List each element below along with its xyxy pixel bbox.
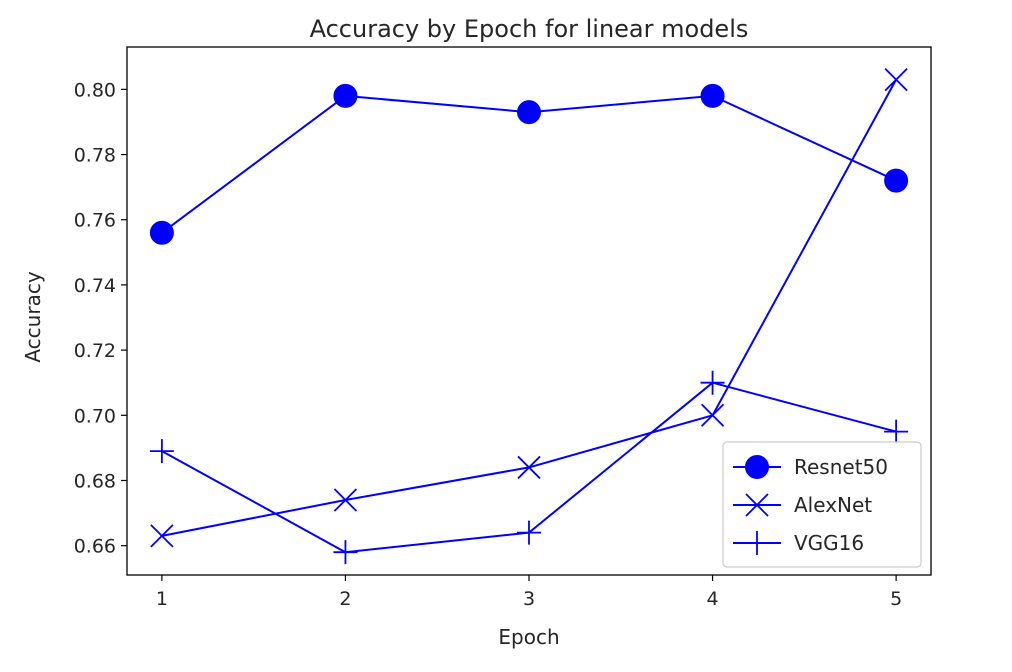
data-point-alexnet bbox=[884, 67, 908, 92]
data-point-resnet50 bbox=[333, 83, 358, 108]
data-point-resnet50 bbox=[700, 83, 725, 108]
legend-marker-alexnet bbox=[745, 493, 769, 517]
data-point-alexnet bbox=[700, 403, 725, 427]
data-point-vgg16 bbox=[149, 439, 174, 464]
y-tick-label: 0.76 bbox=[74, 210, 116, 232]
legend-marker-resnet50 bbox=[745, 455, 769, 479]
data-point-resnet50 bbox=[517, 100, 541, 125]
data-point-alexnet bbox=[517, 455, 541, 480]
y-tick-label: 0.72 bbox=[74, 340, 116, 362]
y-tick-label: 0.68 bbox=[74, 470, 116, 492]
legend-entry-resnet50: Resnet50 bbox=[733, 455, 888, 479]
x-tick-label: 2 bbox=[339, 588, 351, 610]
plot-frame bbox=[126, 46, 932, 576]
y-tick-label: 0.78 bbox=[74, 145, 116, 167]
x-tick-label: 3 bbox=[523, 588, 535, 610]
legend-box bbox=[722, 441, 922, 568]
legend-entry-vgg16: VGG16 bbox=[733, 531, 864, 555]
x-tick-label: 5 bbox=[890, 588, 902, 610]
data-point-vgg16 bbox=[333, 540, 358, 565]
x-tick-label: 1 bbox=[156, 588, 168, 610]
data-point-alexnet bbox=[150, 524, 174, 548]
legend-label-alexnet: AlexNet bbox=[794, 493, 872, 517]
series-resnet50 bbox=[149, 83, 909, 245]
x-axis-label: Epoch bbox=[498, 625, 559, 649]
y-axis-label: Accuracy bbox=[21, 271, 45, 362]
data-point-vgg16 bbox=[700, 370, 725, 395]
x-axis-ticks: 1 2 3 4 5 bbox=[156, 575, 902, 610]
data-point-vgg16 bbox=[884, 419, 909, 444]
legend: Resnet50 AlexNet VGG16 bbox=[722, 441, 922, 568]
legend-label-vgg16: VGG16 bbox=[794, 531, 864, 555]
x-tick-label: 4 bbox=[707, 588, 719, 610]
data-point-vgg16 bbox=[517, 520, 541, 545]
y-tick-label: 0.66 bbox=[74, 536, 116, 558]
legend-label-resnet50: Resnet50 bbox=[794, 455, 888, 479]
data-point-resnet50 bbox=[884, 168, 909, 193]
y-tick-label: 0.80 bbox=[74, 79, 116, 101]
legend-marker-vgg16 bbox=[745, 531, 769, 555]
legend-entry-alexnet: AlexNet bbox=[733, 493, 872, 517]
y-axis-ticks: 0.66 0.68 0.70 0.72 0.74 0.76 0.78 0.80 bbox=[74, 79, 127, 558]
series-alexnet bbox=[150, 67, 908, 548]
series-vgg16 bbox=[149, 370, 909, 565]
y-tick-label: 0.70 bbox=[74, 405, 116, 427]
chart-title: Accuracy by Epoch for linear models bbox=[310, 15, 749, 43]
y-tick-label: 0.74 bbox=[74, 275, 116, 297]
series-layer bbox=[149, 67, 909, 565]
data-point-resnet50 bbox=[149, 220, 174, 245]
data-point-alexnet bbox=[333, 488, 358, 512]
